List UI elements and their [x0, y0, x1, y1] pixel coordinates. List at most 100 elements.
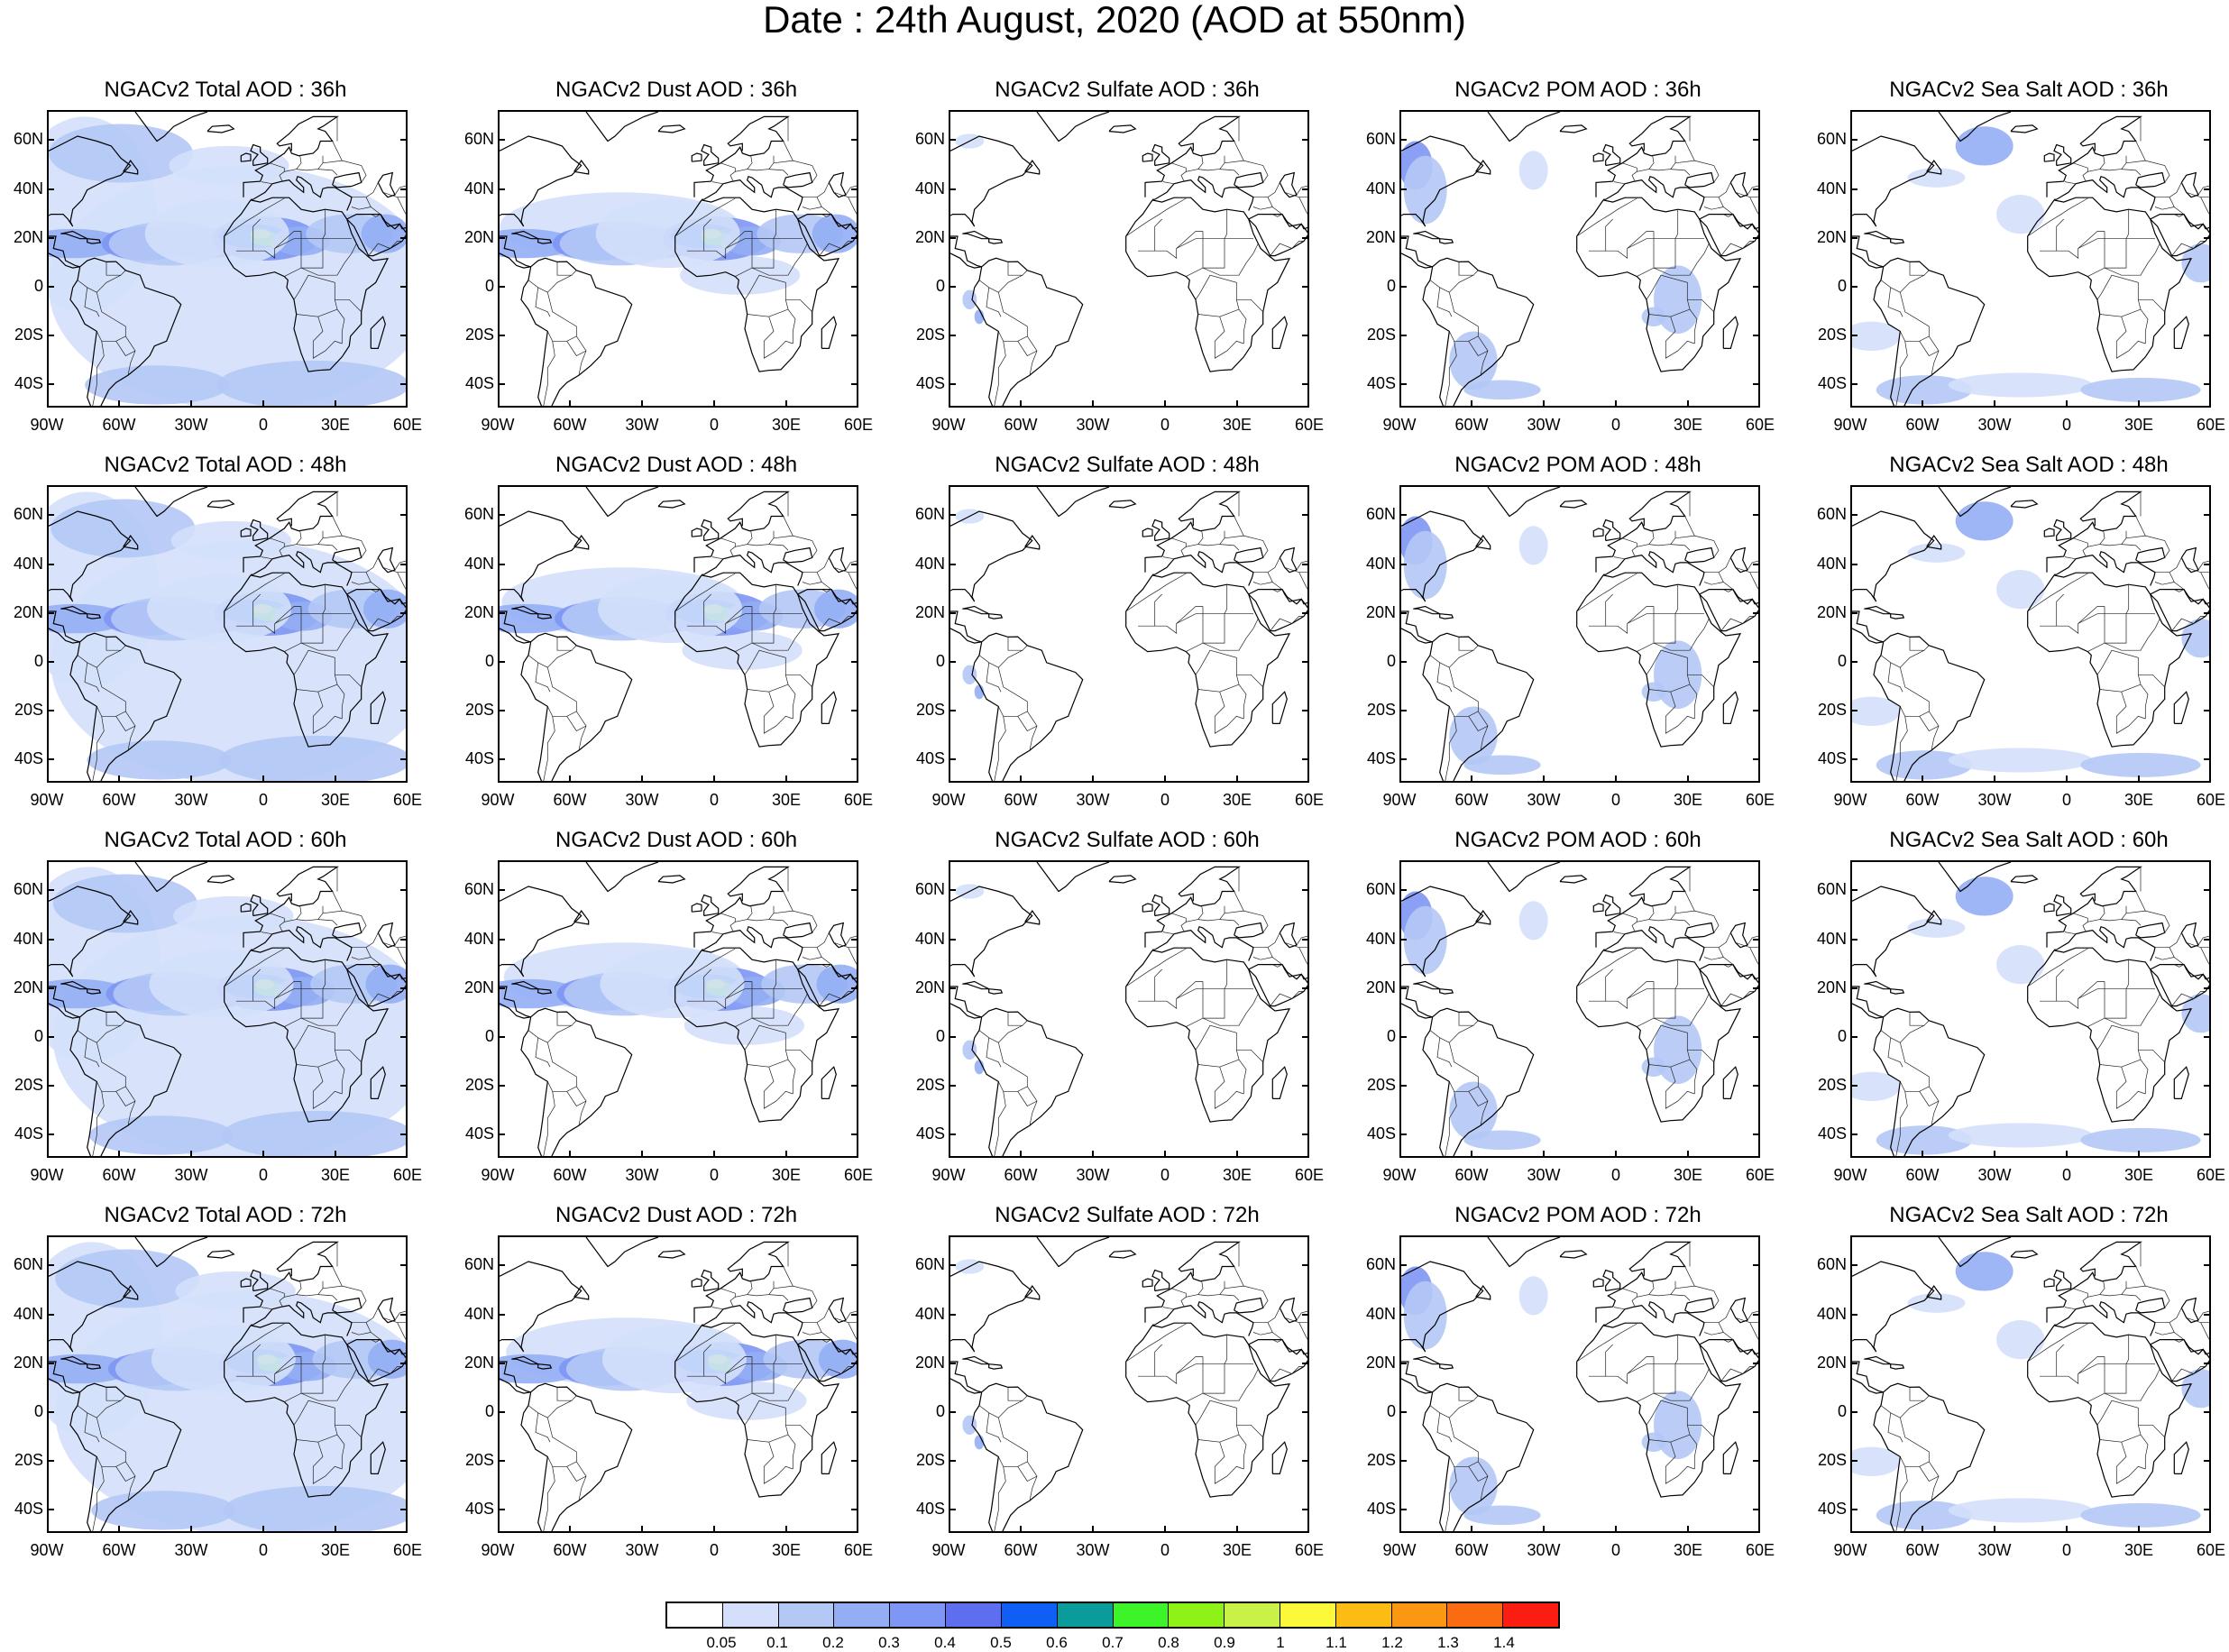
country-border [1919, 1466, 1940, 1482]
coastline [206, 500, 235, 509]
coastline [1487, 862, 1561, 893]
country-border [2099, 1280, 2127, 1297]
coastline [240, 903, 252, 913]
aod-field [962, 1040, 977, 1060]
tick-mark [498, 514, 505, 517]
aod-field [2080, 1127, 2201, 1152]
coastline [224, 1322, 390, 1498]
country-border [729, 546, 736, 556]
country-border [1648, 1280, 1676, 1297]
tick-mark [498, 757, 505, 760]
country-border [284, 993, 357, 1027]
country-border [1605, 593, 1613, 627]
tick-mark [949, 1035, 956, 1038]
tick-mark [262, 1151, 264, 1158]
lat-label: 20N [914, 602, 945, 621]
lat-label: 20S [14, 1075, 43, 1094]
lat-label: 40N [1816, 554, 1847, 573]
tick-mark [1399, 757, 1407, 760]
aod-field [147, 574, 292, 644]
lon-label: 30W [1977, 791, 2012, 809]
colorbar-swatch [1057, 1603, 1114, 1627]
tick-mark [47, 611, 54, 614]
tick-mark [1753, 1508, 1760, 1510]
coastline [2053, 1300, 2156, 1336]
colorbar-label: 0.8 [1158, 1634, 1179, 1651]
tick-mark [1471, 1151, 1472, 1158]
lat-label: 0 [1837, 651, 1847, 670]
aod-field [1641, 307, 1666, 327]
coastline [1873, 1007, 1986, 1156]
tick-mark [1850, 1151, 1852, 1158]
coastline [2180, 171, 2199, 198]
coastline [1024, 535, 1041, 550]
lon-label: 60E [2196, 1166, 2226, 1184]
lat-label: 20N [13, 1353, 43, 1372]
lat-label: 0 [484, 651, 494, 670]
lat-label: 0 [1386, 1401, 1396, 1420]
tick-mark [498, 1151, 500, 1158]
tick-mark [785, 776, 787, 783]
lon-label: 90W [1833, 416, 1867, 434]
map-canvas [49, 112, 406, 406]
panel-title: NGACv2 Total AOD : 72h [104, 1203, 347, 1227]
lon-label: 60W [1454, 416, 1489, 434]
coastline [1439, 1363, 1454, 1370]
lat-label: 60N [463, 1255, 494, 1274]
country-border [1703, 582, 1724, 585]
lat-label: 20N [1816, 227, 1847, 246]
country-border [1653, 981, 1676, 1019]
lat-label: 20S [915, 325, 945, 344]
lon-label: 60W [1454, 791, 1489, 809]
coastline [123, 910, 139, 925]
lon-label: 90W [481, 416, 515, 434]
country-border [2200, 947, 2209, 965]
country-border [773, 1285, 818, 1308]
tick-mark [949, 236, 956, 239]
country-border [2099, 905, 2127, 922]
tick-mark [1850, 1508, 1858, 1510]
coastline [206, 124, 235, 133]
colorbar-label: 1 [1276, 1634, 1285, 1651]
tick-mark [47, 938, 54, 941]
country-border [1613, 932, 1626, 935]
coastline [701, 894, 720, 917]
country-border [773, 160, 818, 183]
coastline [243, 866, 339, 948]
aod-map [1850, 1235, 2211, 1533]
tick-mark [1753, 660, 1760, 663]
coastline [2053, 175, 2156, 211]
country-border [274, 1356, 301, 1374]
tick-mark [1399, 400, 1401, 408]
country-border [317, 169, 338, 176]
tick-mark [2204, 236, 2211, 239]
coastline [674, 197, 840, 372]
lon-label: 60W [1454, 1166, 1489, 1184]
aod-map [47, 860, 408, 1158]
aod-field [680, 255, 801, 295]
aod-field [1403, 1280, 1447, 1350]
panel-title: NGACv2 Total AOD : 36h [104, 78, 347, 102]
country-border [368, 618, 390, 631]
lon-label: 60W [1004, 1541, 1038, 1559]
country-border [994, 341, 1006, 406]
country-border [1429, 274, 1474, 293]
tick-mark [498, 611, 505, 614]
country-border [1219, 169, 1240, 176]
coastline [1401, 986, 1433, 1019]
lat-label: 60N [463, 505, 494, 524]
tick-mark [1850, 334, 1858, 336]
lon-label: 60E [2196, 1541, 2226, 1559]
country-border [1648, 1064, 1695, 1109]
coastline [988, 238, 1004, 244]
lat-label: 0 [33, 651, 43, 670]
country-border [317, 919, 338, 926]
coastline [87, 1363, 102, 1370]
country-border [1895, 1466, 1908, 1531]
tick-mark [400, 1508, 408, 1510]
country-border [1186, 618, 1259, 652]
country-border [1637, 1368, 1710, 1402]
tick-mark [1687, 1526, 1689, 1533]
coastline [49, 1361, 80, 1394]
coastline [1873, 632, 1986, 781]
